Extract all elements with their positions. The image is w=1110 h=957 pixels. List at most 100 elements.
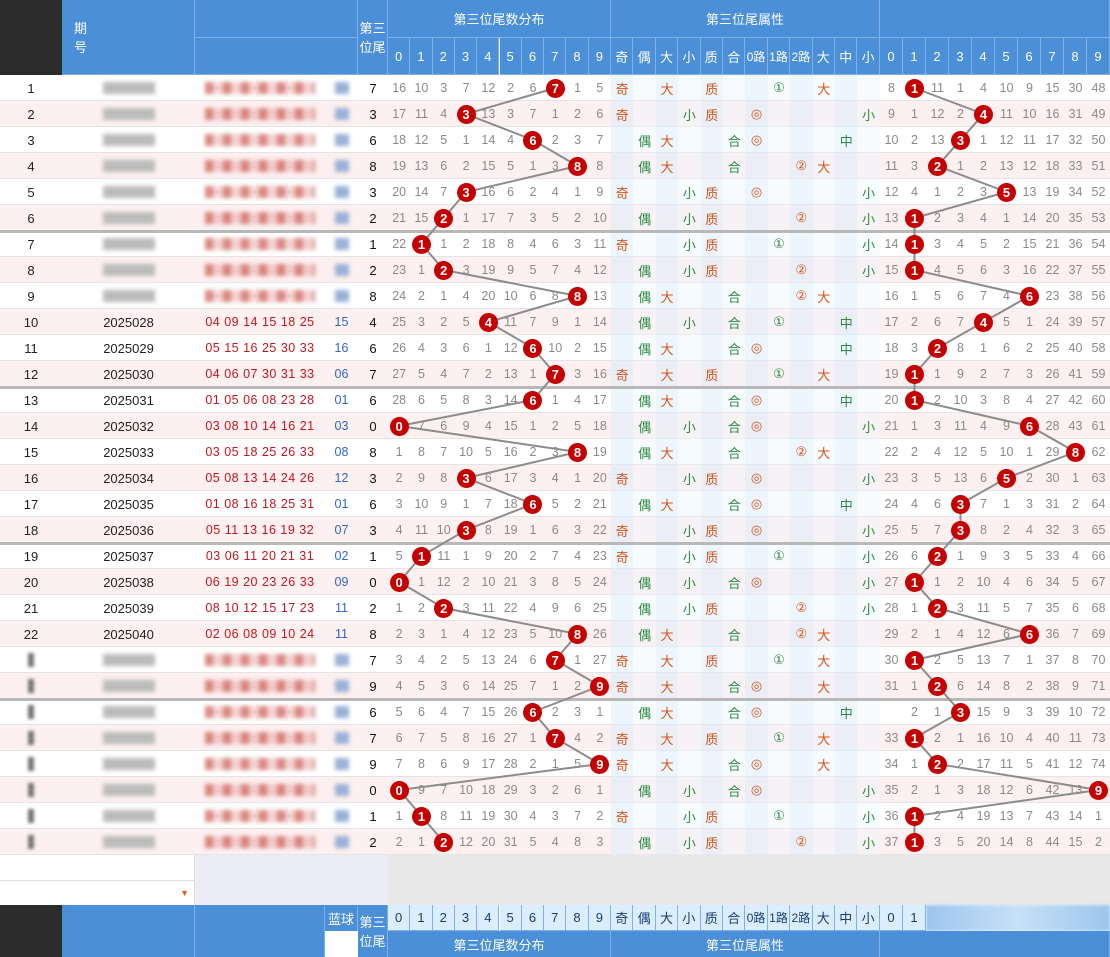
- attr-cell: [723, 231, 746, 257]
- attr-cell: [723, 101, 746, 127]
- dist-cell: 4: [529, 237, 537, 251]
- row-blue: [325, 75, 358, 101]
- dist-cell: 1: [574, 81, 582, 95]
- dist-ball: 6: [523, 494, 543, 514]
- dist-cell: 17: [392, 107, 407, 121]
- row-period: 2025039: [103, 600, 154, 616]
- right-cell: 72: [1091, 705, 1106, 719]
- right-cell: 4: [1026, 523, 1033, 537]
- right-cell: 2: [934, 393, 941, 407]
- attr-cell: [790, 647, 813, 673]
- attr-header: 小: [678, 38, 701, 75]
- dist-cell: 1: [440, 289, 448, 303]
- attr-cell: [655, 569, 679, 595]
- right-cell: 2: [911, 445, 918, 459]
- right-ball: 3: [951, 520, 970, 540]
- dist-cell: 25: [503, 679, 518, 693]
- dist-cell: 12: [436, 575, 451, 589]
- attr-cell: 偶: [633, 205, 656, 231]
- attr-cell: [655, 231, 679, 257]
- right-cell: 6: [1003, 627, 1010, 641]
- right-cell: 1: [911, 679, 918, 693]
- right-cell: 18: [1045, 159, 1060, 173]
- right-ball: 1: [905, 650, 924, 670]
- right-cell: 32: [1068, 133, 1083, 147]
- row-numbers: 01 05 06 08 23 28: [205, 393, 315, 407]
- right-cell: 2: [957, 757, 964, 771]
- attr-cell: [678, 491, 701, 517]
- right-cell: 14: [1022, 211, 1037, 225]
- attr-cell: 小: [857, 257, 880, 283]
- dist-cell: 8: [462, 393, 470, 407]
- dist-cell: 12: [592, 263, 607, 277]
- attr-cell: 偶: [633, 621, 656, 647]
- blurred-blue: [334, 134, 349, 146]
- right-cell: 9: [1003, 419, 1010, 433]
- attr-cell: [857, 647, 880, 673]
- dist-cell: 3: [529, 783, 537, 797]
- attr-cell: 奇: [611, 517, 634, 543]
- dist-cell: 4: [395, 523, 403, 537]
- attr-cell: [723, 725, 746, 751]
- dropdown-arrow-icon[interactable]: ▼: [180, 888, 189, 898]
- dist-cell: 16: [481, 731, 496, 745]
- right-cell: 62: [1091, 445, 1106, 459]
- attr-cell: [700, 751, 723, 777]
- dist-cell: 1: [529, 419, 537, 433]
- right-cell: 15: [884, 263, 899, 277]
- right-cell: 20: [884, 393, 899, 407]
- right-cell: 13: [999, 809, 1014, 823]
- footer-attr: 奇: [611, 905, 634, 931]
- footer-dist-digit: 1: [410, 905, 433, 931]
- right-cell: 1: [1003, 211, 1010, 225]
- row-seq: 5: [27, 184, 35, 200]
- right-cell: 13: [953, 471, 968, 485]
- right-cell: 35: [1045, 601, 1060, 615]
- row-seq: [0, 647, 62, 673]
- row-blue: [325, 153, 358, 179]
- blurred-seq: [28, 809, 34, 823]
- right-cell: 30: [1045, 471, 1060, 485]
- dist-digit-header: 1: [410, 38, 433, 75]
- dist-cell: 4: [462, 289, 470, 303]
- attr-cell: 大: [812, 751, 835, 777]
- right-cell: 2: [1003, 237, 1010, 251]
- dist-cell: 15: [592, 341, 607, 355]
- right-cell: 11: [1023, 133, 1036, 147]
- attr-cell: ②: [790, 439, 813, 465]
- attr-cell: 大: [655, 283, 679, 309]
- right-cell: 3: [934, 835, 941, 849]
- attr-cell: 质: [700, 829, 723, 855]
- right-cell: 23: [1045, 289, 1060, 303]
- right-cell: 34: [884, 757, 899, 771]
- dist-cell: 1: [574, 653, 582, 667]
- dist-cell: 3: [574, 367, 582, 381]
- dist-ball: 3: [456, 468, 476, 488]
- attr-cell: [835, 829, 858, 855]
- attr-cell: [633, 725, 656, 751]
- attr-cell: [633, 517, 656, 543]
- attr-cell: 小: [678, 543, 701, 569]
- attr-cell: [790, 569, 813, 595]
- dist-ball: 3: [456, 104, 476, 124]
- attr-cell: ①: [767, 231, 791, 257]
- dist-cell: 15: [481, 159, 496, 173]
- attr-cell: [790, 543, 813, 569]
- stats-select[interactable]: ▼: [0, 880, 195, 905]
- right-cell: 44: [1045, 835, 1060, 849]
- attr-cell: [723, 829, 746, 855]
- row-blue: 07: [334, 523, 349, 537]
- attr-cell: [790, 179, 813, 205]
- group-separator: [0, 229, 1110, 233]
- attr-cell: [745, 803, 768, 829]
- footer-right-digit: 0: [880, 905, 903, 931]
- attr-cell: 大: [655, 491, 679, 517]
- attr-cell: [655, 465, 679, 491]
- row-numbers: 02 06 08 09 10 24: [205, 627, 315, 641]
- blurred-numbers: [205, 82, 315, 94]
- row-seq: [0, 699, 62, 725]
- attr-cell: [655, 101, 679, 127]
- attr-cell: [812, 101, 835, 127]
- right-cell: 13: [884, 211, 899, 225]
- attr-cell: 大: [812, 621, 835, 647]
